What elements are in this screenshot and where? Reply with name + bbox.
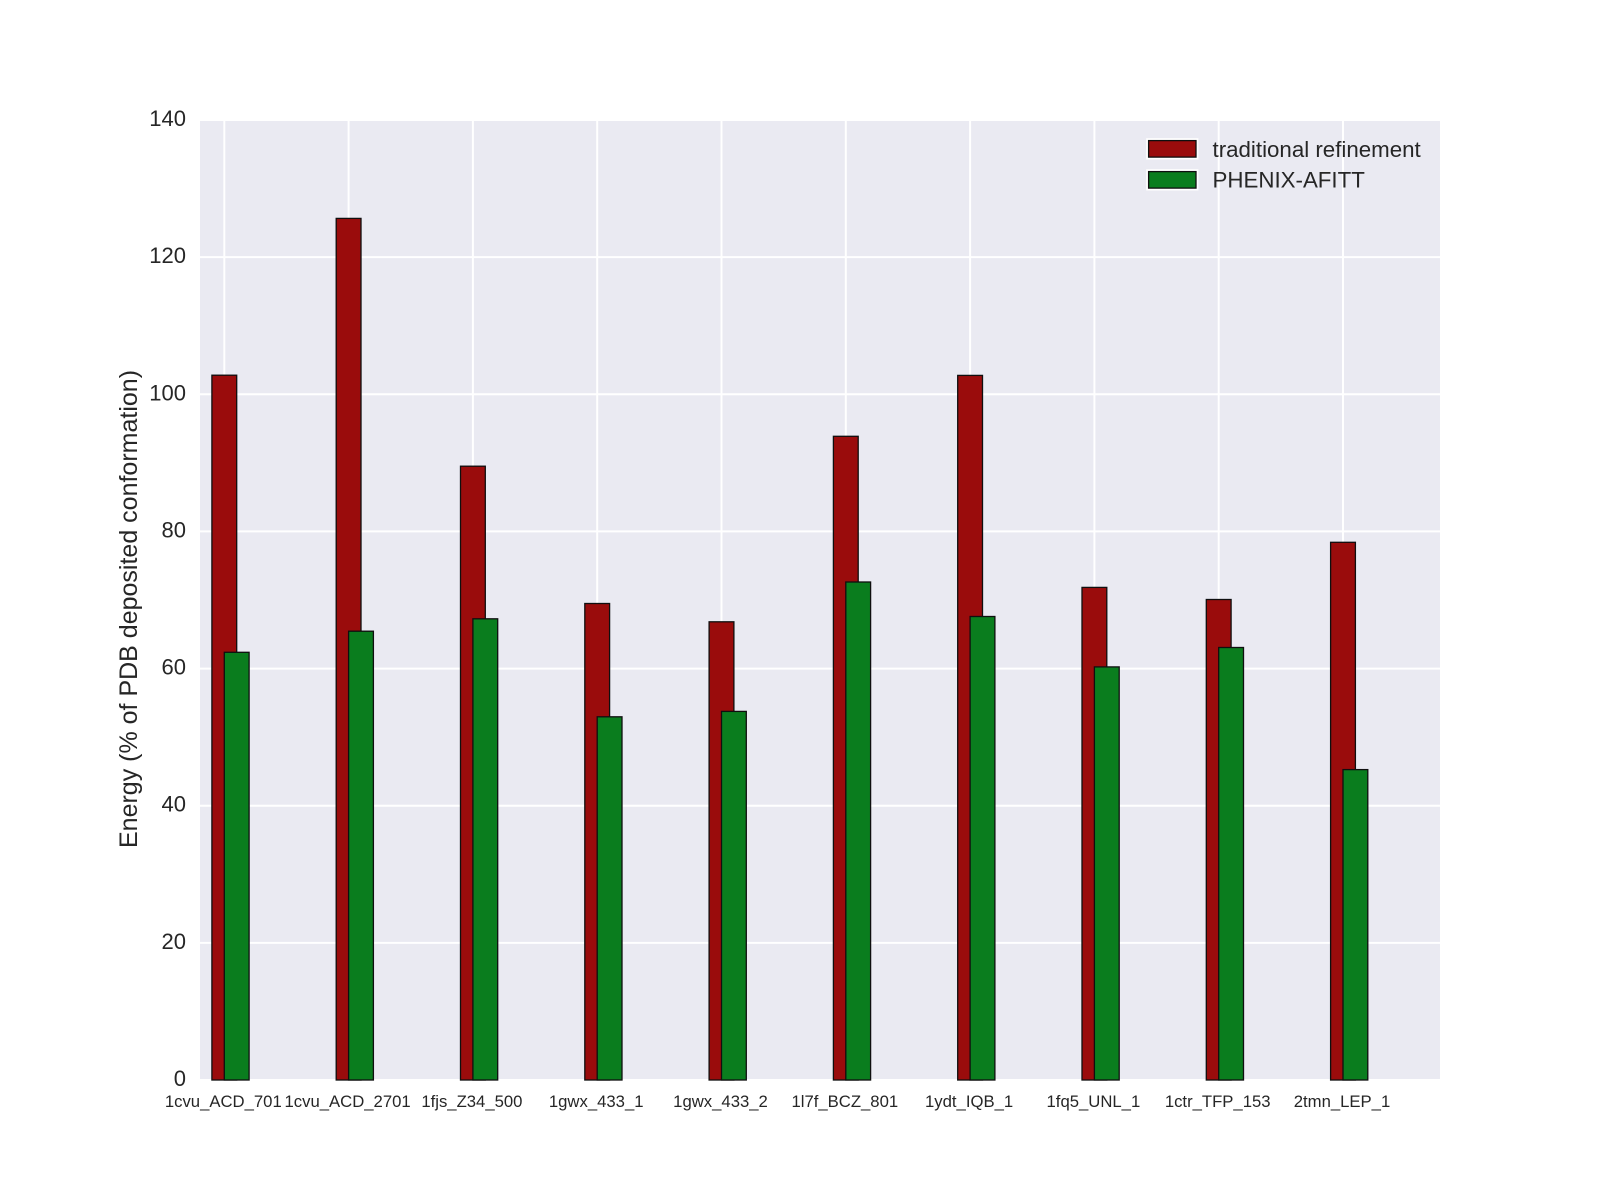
svg-text:80: 80 (162, 517, 186, 542)
svg-text:1l7f_BCZ_801: 1l7f_BCZ_801 (791, 1092, 898, 1111)
svg-text:PHENIX-AFITT: PHENIX-AFITT (1213, 167, 1366, 192)
svg-text:1gwx_433_1: 1gwx_433_1 (549, 1092, 644, 1111)
svg-text:40: 40 (162, 792, 186, 817)
svg-text:1cvu_ACD_2701: 1cvu_ACD_2701 (285, 1092, 411, 1111)
svg-text:1fjs_Z34_500: 1fjs_Z34_500 (421, 1092, 522, 1111)
svg-text:1cvu_ACD_701: 1cvu_ACD_701 (165, 1092, 282, 1111)
svg-text:100: 100 (149, 380, 186, 405)
svg-text:140: 140 (149, 106, 186, 131)
svg-text:1ydt_IQB_1: 1ydt_IQB_1 (925, 1092, 1013, 1111)
svg-text:traditional refinement: traditional refinement (1213, 137, 1422, 162)
svg-text:Energy (% of PDB deposited con: Energy (% of PDB deposited conformation) (115, 370, 143, 848)
svg-text:120: 120 (149, 243, 186, 268)
svg-text:1fq5_UNL_1: 1fq5_UNL_1 (1047, 1092, 1141, 1111)
svg-text:2tmn_LEP_1: 2tmn_LEP_1 (1294, 1092, 1390, 1111)
svg-text:1ctr_TFP_153: 1ctr_TFP_153 (1165, 1092, 1271, 1111)
svg-text:20: 20 (162, 929, 186, 954)
svg-text:60: 60 (162, 655, 186, 680)
svg-text:0: 0 (174, 1066, 186, 1091)
svg-text:1gwx_433_2: 1gwx_433_2 (673, 1092, 768, 1111)
